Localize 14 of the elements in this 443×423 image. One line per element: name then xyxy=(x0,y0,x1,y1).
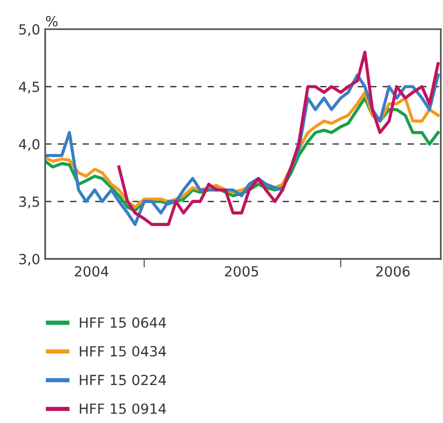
legend-label: HFF 15 0434 xyxy=(80,346,166,357)
legend-label: HFF 15 0644 xyxy=(80,317,166,328)
legend-label: HFF 15 0224 xyxy=(80,374,166,386)
legend-label: HFF 15 0914 xyxy=(80,403,166,414)
y-tick-label: 3,5 xyxy=(19,196,40,208)
x-tick-label: 2006 xyxy=(376,266,410,277)
x-tick-label: 2004 xyxy=(74,266,108,277)
y-tick-label: 4,5 xyxy=(18,82,40,94)
y-tick-label: 3,0 xyxy=(19,254,40,266)
y-tick-label: 5,0 xyxy=(19,24,40,36)
y-tick-label: 4,0 xyxy=(18,139,40,151)
y-axis-title: % xyxy=(46,16,58,26)
line-series xyxy=(117,50,440,226)
x-tick-label: 2005 xyxy=(224,266,258,277)
